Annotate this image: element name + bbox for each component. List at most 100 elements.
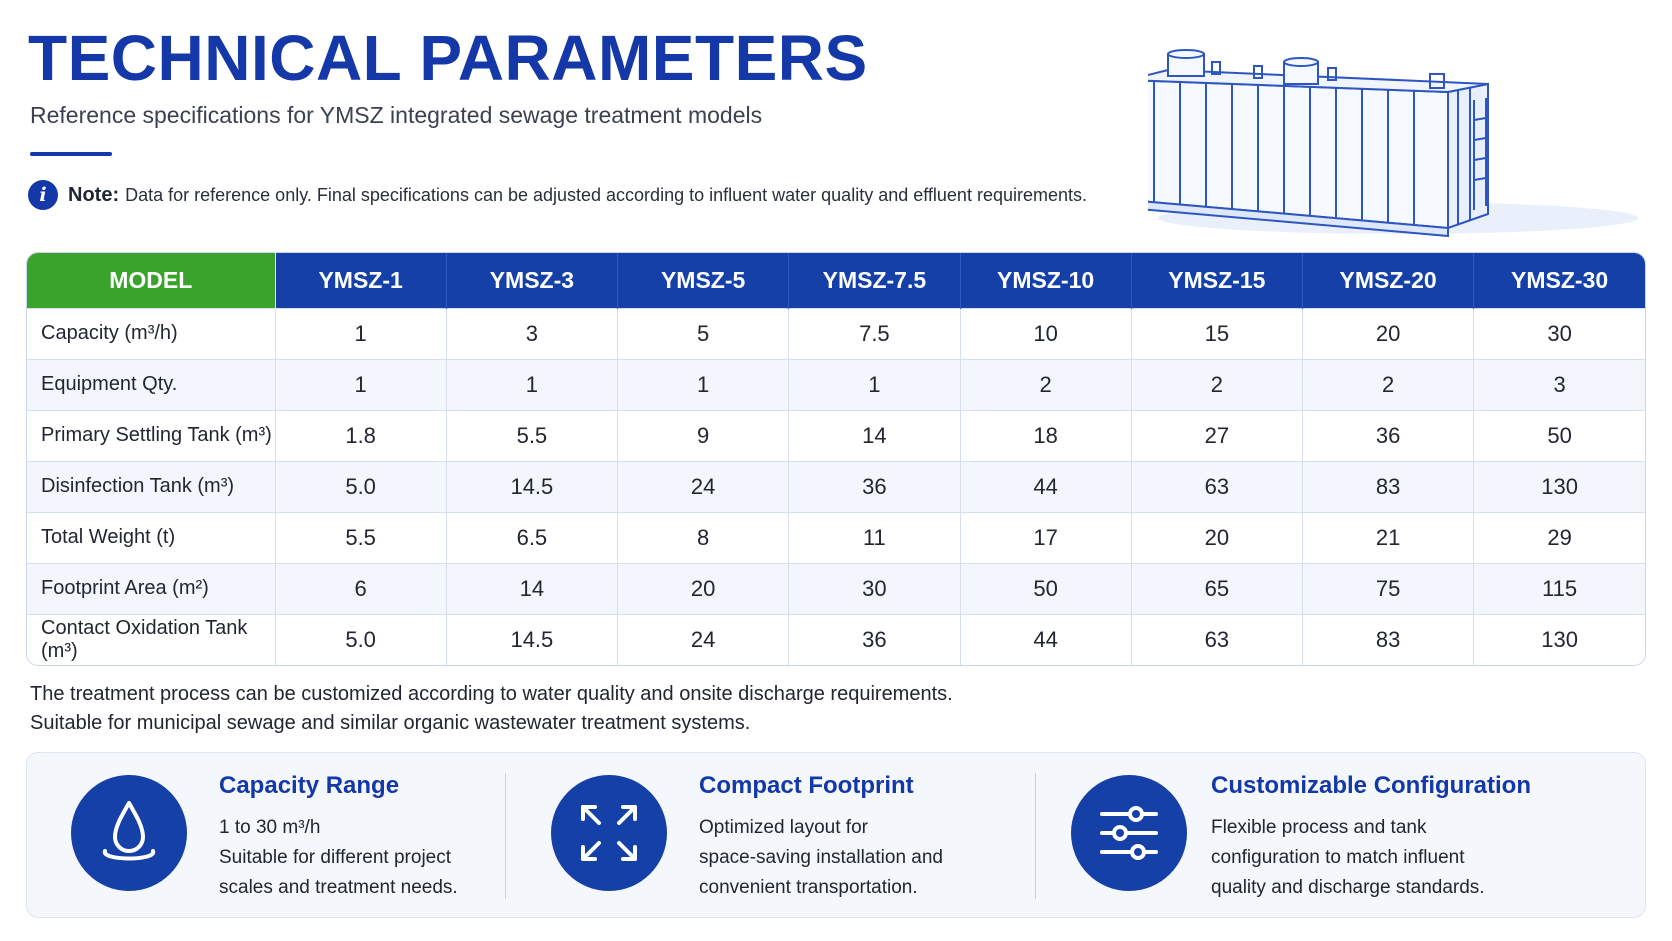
table-cell: 65 bbox=[1131, 562, 1304, 614]
water-drop-icon bbox=[71, 775, 187, 891]
feature-title: Customizable Configuration bbox=[1211, 772, 1531, 799]
table-cell: 36 bbox=[788, 460, 961, 512]
table-cell: 20 bbox=[1131, 511, 1304, 563]
table-cell: 63 bbox=[1131, 460, 1304, 512]
feature-line: convenient transportation. bbox=[699, 877, 918, 898]
model-header: YMSZ-1 bbox=[275, 253, 447, 308]
feature-divider bbox=[505, 773, 506, 899]
row-label: Capacity (m³/h) bbox=[27, 307, 276, 359]
table-cell: 44 bbox=[960, 460, 1132, 512]
feature-customizable-configuration: Customizable Configuration Flexible proc… bbox=[1071, 753, 1631, 919]
table-header-row: MODEL YMSZ-1 YMSZ-3 YMSZ-5 YMSZ-7.5 YMSZ… bbox=[27, 253, 1645, 308]
table-cell: 14 bbox=[788, 409, 961, 461]
row-label: Equipment Qty. bbox=[27, 358, 276, 410]
table-cell: 1 bbox=[275, 358, 447, 410]
sewage-tank-illustration-icon bbox=[1148, 49, 1638, 238]
table-cell: 29 bbox=[1473, 511, 1645, 563]
feature-line: scales and treatment needs. bbox=[219, 877, 458, 898]
table-cell: 5.5 bbox=[446, 409, 619, 461]
table-cell: 3 bbox=[1473, 358, 1645, 410]
table-cell: 27 bbox=[1131, 409, 1304, 461]
row-label: Contact Oxidation Tank (m³) bbox=[27, 613, 276, 665]
table-row: Disinfection Tank (m³) 5.0 14.5 24 36 44 63 83 1… bbox=[27, 460, 1645, 512]
table-cell: 6 bbox=[275, 562, 447, 614]
feature-line: configuration to match influent bbox=[1211, 847, 1465, 868]
table-cell: 10 bbox=[960, 307, 1132, 359]
table-cell: 5.5 bbox=[275, 511, 447, 563]
table-cell: 2 bbox=[1302, 358, 1475, 410]
table-cell: 83 bbox=[1302, 460, 1475, 512]
table-cell: 75 bbox=[1302, 562, 1475, 614]
page-subtitle: Reference specifications for YMSZ integr… bbox=[30, 102, 763, 128]
process-footnote: The treatment process can be customized … bbox=[30, 680, 953, 738]
feature-divider bbox=[1035, 773, 1036, 899]
feature-line: space-saving installation and bbox=[699, 847, 943, 868]
table-cell: 9 bbox=[617, 409, 790, 461]
table-cell: 5 bbox=[617, 307, 790, 359]
feature-line: 1 to 30 m³/h bbox=[219, 817, 321, 838]
table-cell: 7.5 bbox=[788, 307, 961, 359]
table-cell: 5.0 bbox=[275, 613, 447, 665]
page-title: TECHNICAL PARAMETERS bbox=[28, 22, 868, 94]
table-cell: 8 bbox=[617, 511, 790, 563]
title-accent-rule bbox=[30, 152, 112, 156]
expand-arrows-icon bbox=[551, 775, 667, 891]
model-column-header: MODEL bbox=[27, 253, 276, 308]
model-header: YMSZ-30 bbox=[1473, 253, 1645, 308]
note-label: Note: bbox=[68, 183, 120, 206]
feature-capacity-range: Capacity Range 1 to 30 m³/h Suitable for… bbox=[71, 753, 501, 919]
feature-compact-footprint: Compact Footprint Optimized layout for s… bbox=[551, 753, 1001, 919]
table-cell: 3 bbox=[446, 307, 619, 359]
model-header: YMSZ-20 bbox=[1302, 253, 1475, 308]
table-cell: 30 bbox=[1473, 307, 1645, 359]
table-cell: 24 bbox=[617, 460, 790, 512]
table-cell: 5.0 bbox=[275, 460, 447, 512]
table-cell: 1 bbox=[275, 307, 447, 359]
table-cell: 130 bbox=[1473, 613, 1645, 665]
table-cell: 1 bbox=[446, 358, 619, 410]
footnote-line: Suitable for municipal sewage and simila… bbox=[30, 712, 751, 734]
table-cell: 2 bbox=[960, 358, 1132, 410]
table-cell: 6.5 bbox=[446, 511, 619, 563]
table-row: Primary Settling Tank (m³) 1.8 5.5 9 14 18 27 3… bbox=[27, 409, 1645, 461]
feature-line: Suitable for different project bbox=[219, 847, 452, 868]
model-header: YMSZ-5 bbox=[617, 253, 790, 308]
note-text: Data for reference only. Final specifica… bbox=[125, 184, 1087, 205]
feature-title: Capacity Range bbox=[219, 772, 400, 799]
parameters-table: MODEL YMSZ-1 YMSZ-3 YMSZ-5 YMSZ-7.5 YMSZ… bbox=[26, 252, 1646, 666]
reference-note: i Note: Data for reference only. Final s… bbox=[28, 180, 1087, 210]
table-cell: 50 bbox=[960, 562, 1132, 614]
sliders-icon bbox=[1071, 775, 1187, 891]
table-cell: 115 bbox=[1473, 562, 1645, 614]
table-cell: 30 bbox=[788, 562, 961, 614]
table-row: Total Weight (t) 5.5 6.5 8 11 17 20 21 29 bbox=[27, 511, 1645, 563]
model-header: YMSZ-10 bbox=[960, 253, 1132, 308]
feature-line: Flexible process and tank bbox=[1211, 817, 1427, 838]
feature-line: quality and discharge standards. bbox=[1211, 877, 1485, 898]
table-row: Footprint Area (m²) 6 14 20 30 50 65 75 115 bbox=[27, 562, 1645, 614]
table-cell: 1 bbox=[788, 358, 961, 410]
table-cell: 1.8 bbox=[275, 409, 447, 461]
table-cell: 24 bbox=[617, 613, 790, 665]
row-label: Disinfection Tank (m³) bbox=[27, 460, 276, 512]
table-cell: 18 bbox=[960, 409, 1132, 461]
table-cell: 17 bbox=[960, 511, 1132, 563]
model-header: YMSZ-3 bbox=[446, 253, 619, 308]
table-row: Contact Oxidation Tank (m³) 5.0 14.5 24 36 44… bbox=[27, 613, 1645, 665]
table-cell: 21 bbox=[1302, 511, 1475, 563]
table-cell: 63 bbox=[1131, 613, 1304, 665]
table-cell: 20 bbox=[617, 562, 790, 614]
table-cell: 2 bbox=[1131, 358, 1304, 410]
row-label: Primary Settling Tank (m³) bbox=[27, 409, 276, 461]
feature-line: Optimized layout for bbox=[699, 817, 868, 838]
feature-title: Compact Footprint bbox=[699, 772, 914, 799]
table-cell: 20 bbox=[1302, 307, 1475, 359]
table-cell: 14.5 bbox=[446, 613, 619, 665]
table-cell: 83 bbox=[1302, 613, 1475, 665]
table-cell: 14 bbox=[446, 562, 619, 614]
table-cell: 36 bbox=[1302, 409, 1475, 461]
table-cell: 130 bbox=[1473, 460, 1645, 512]
table-cell: 15 bbox=[1131, 307, 1304, 359]
info-icon: i bbox=[28, 180, 58, 210]
row-label: Footprint Area (m²) bbox=[27, 562, 276, 614]
